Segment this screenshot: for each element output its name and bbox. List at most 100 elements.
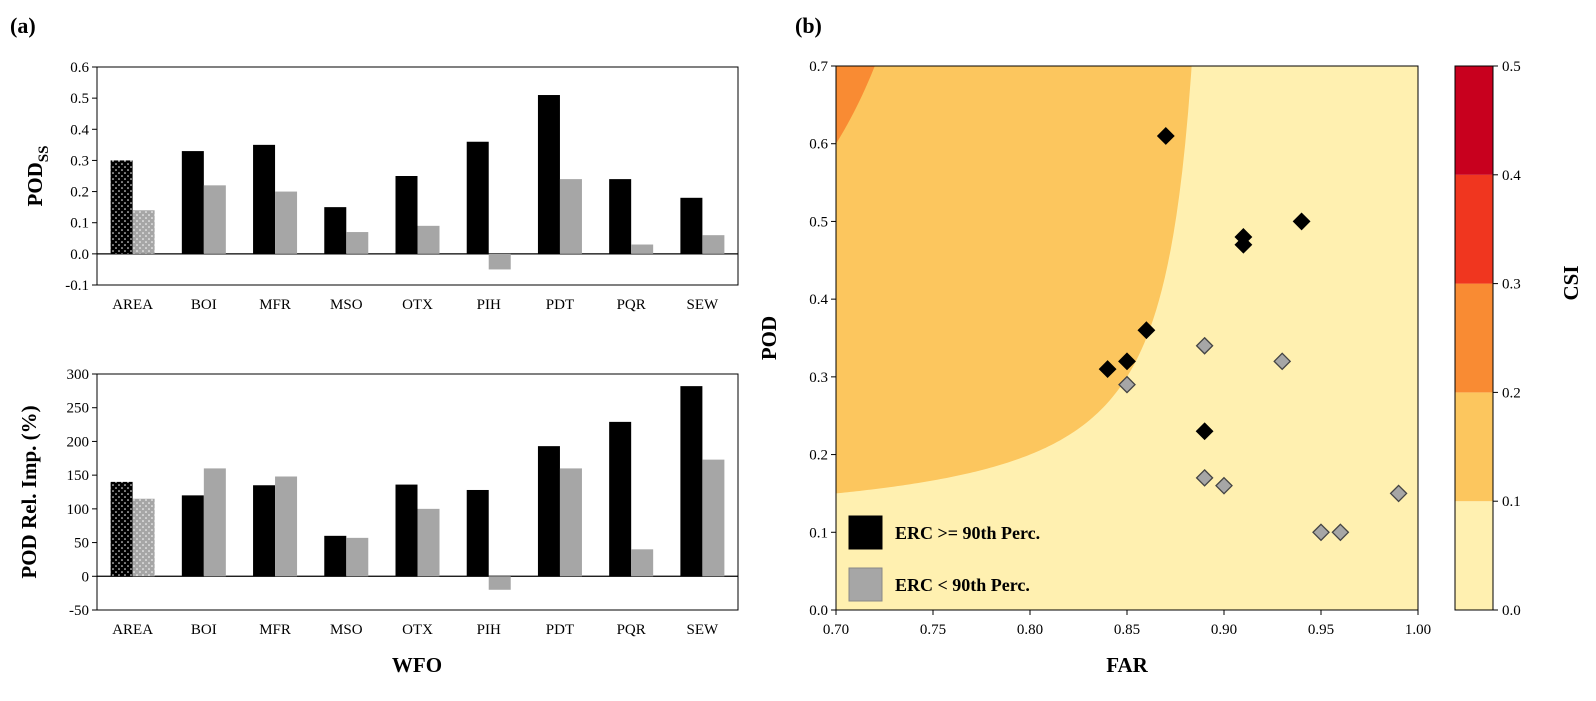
point-erc-high [1118, 352, 1136, 371]
x-category-label: PQR [617, 622, 646, 638]
y-axis-label-pod-rel-imp: POD Rel. Imp. (%) [17, 405, 41, 578]
bar-erc-high-pdt [537, 446, 560, 577]
point-erc-high [1195, 422, 1214, 441]
y-tick-label: 0.2 [809, 448, 828, 464]
y-tick-label: 0.3 [809, 370, 828, 386]
x-axis-label-far: FAR [1106, 653, 1148, 677]
x-category-label: MFR [259, 297, 291, 313]
bar-erc-high-pqr [609, 179, 632, 254]
bar-erc-low-otx [417, 225, 440, 254]
x-category-label: AREA [112, 297, 153, 313]
x-category-label: OTX [402, 297, 433, 313]
colorbar-band-4 [1455, 66, 1493, 175]
y-axis-label-pod-ss: PODSS [23, 145, 52, 206]
x-tick-label: 1.00 [1405, 622, 1431, 638]
point-erc-low [1312, 523, 1330, 542]
bar-erc-low-mso [346, 232, 369, 254]
x-category-label: SEW [687, 297, 720, 313]
bar-erc-high-boi [181, 495, 204, 577]
y-tick-label: 0.5 [809, 214, 828, 230]
y-tick-label: 0.3 [70, 153, 89, 169]
legend-label-erc-low: ERC < 90th Perc. [895, 575, 1030, 595]
x-tick-label: 0.80 [1017, 622, 1043, 638]
y-tick-label: 0.1 [70, 216, 89, 232]
bar-erc-low-mso [346, 537, 369, 577]
legend-label-erc-high: ERC >= 90th Perc. [895, 523, 1040, 543]
x-category-label: MSO [330, 297, 363, 313]
y-tick-label: 150 [67, 468, 90, 484]
y-tick-label: 0.2 [70, 185, 89, 201]
legend-swatch-erc-low [848, 567, 883, 602]
x-category-label: PQR [617, 297, 646, 313]
bar-erc-high-otx [395, 484, 418, 577]
y-tick-label: 0.6 [70, 60, 89, 76]
x-tick-label: 0.85 [1114, 622, 1140, 638]
legend-swatch-erc-high [848, 515, 883, 550]
x-tick-label: 0.95 [1308, 622, 1334, 638]
bar-erc-low-boi [203, 185, 226, 254]
y-label-main: POD [23, 162, 47, 206]
colorbar-frame [1454, 65, 1494, 611]
point-erc-high [1098, 360, 1117, 379]
csi-contours [836, 66, 1418, 610]
bar-erc-high-pqr [609, 421, 632, 577]
colorbar-tick-label: 0.0 [1502, 603, 1521, 619]
csi-band-0.1-0.2 [836, 66, 1192, 494]
bar-erc-low-area [132, 498, 155, 577]
bar-panel-0: -0.1 0.0 0.1 0.2 0.3 0.4 0.5 0.6 AREA BOI MFR MSO OT… [65, 60, 739, 313]
x-category-label: MFR [259, 622, 291, 638]
colorbar-tick-label: 0.4 [1502, 168, 1521, 184]
bar-erc-high-pdt [537, 95, 560, 254]
bar-erc-low-pih [488, 253, 511, 270]
x-category-label: BOI [191, 622, 217, 638]
bar-erc-high-mso [324, 207, 347, 254]
bar-erc-low-pdt [559, 179, 582, 254]
bar-erc-high-boi [181, 151, 204, 254]
bar-erc-low-pqr [631, 549, 654, 577]
bar-erc-low-pdt [559, 468, 582, 577]
y-tick-label: 0.0 [70, 247, 89, 263]
x-tick-label: 0.90 [1211, 622, 1237, 638]
bar-erc-high-area [110, 481, 133, 577]
x-category-label: PDT [546, 297, 574, 313]
bar-erc-low-mfr [275, 191, 298, 254]
bar-erc-low-sew [702, 459, 725, 577]
bar-erc-high-area [110, 160, 133, 254]
y-tick-label: 0 [82, 569, 90, 585]
colorbar-band-0 [1455, 501, 1493, 610]
bar-erc-low-area [132, 210, 155, 254]
x-tick-label: 0.70 [823, 622, 849, 638]
bar-erc-low-mfr [275, 476, 298, 577]
y-tick-label: 0.4 [70, 122, 89, 138]
bar-erc-high-mso [324, 535, 347, 577]
point-erc-high [1292, 212, 1311, 231]
y-tick-label: 0.1 [809, 525, 828, 541]
bar-erc-high-pih [466, 141, 489, 254]
panel-label-a: (a) [10, 13, 36, 38]
bar-erc-high-pih [466, 489, 489, 577]
y-tick-label: 250 [67, 401, 90, 417]
x-category-label: PIH [477, 297, 501, 313]
y-axis-label-pod: POD [757, 316, 781, 360]
y-tick-label: 0.4 [809, 292, 828, 308]
x-tick-label: 0.75 [920, 622, 946, 638]
bar-erc-high-otx [395, 176, 418, 254]
x-category-label: PDT [546, 622, 574, 638]
point-erc-high [1137, 321, 1156, 340]
x-category-label: PIH [477, 622, 501, 638]
bar-panel-1: -50 0 50 100 150 200 250 300 AREA BOI MFR MSO OTX PIH… [67, 367, 739, 638]
bar-erc-low-pqr [631, 244, 654, 254]
y-tick-label: 300 [67, 367, 90, 383]
point-erc-high [1156, 127, 1175, 145]
bar-erc-low-otx [417, 508, 440, 577]
y-tick-label: 100 [67, 502, 90, 518]
bar-erc-low-boi [203, 468, 226, 577]
bar-erc-high-mfr [253, 144, 276, 254]
y-tick-label: 50 [74, 536, 89, 552]
x-category-label: OTX [402, 622, 433, 638]
x-axis-label-wfo: WFO [392, 653, 442, 677]
csi-band-0.2-0.3 [836, 66, 875, 144]
y-tick-label: -0.1 [65, 278, 89, 294]
x-category-label: AREA [112, 622, 153, 638]
